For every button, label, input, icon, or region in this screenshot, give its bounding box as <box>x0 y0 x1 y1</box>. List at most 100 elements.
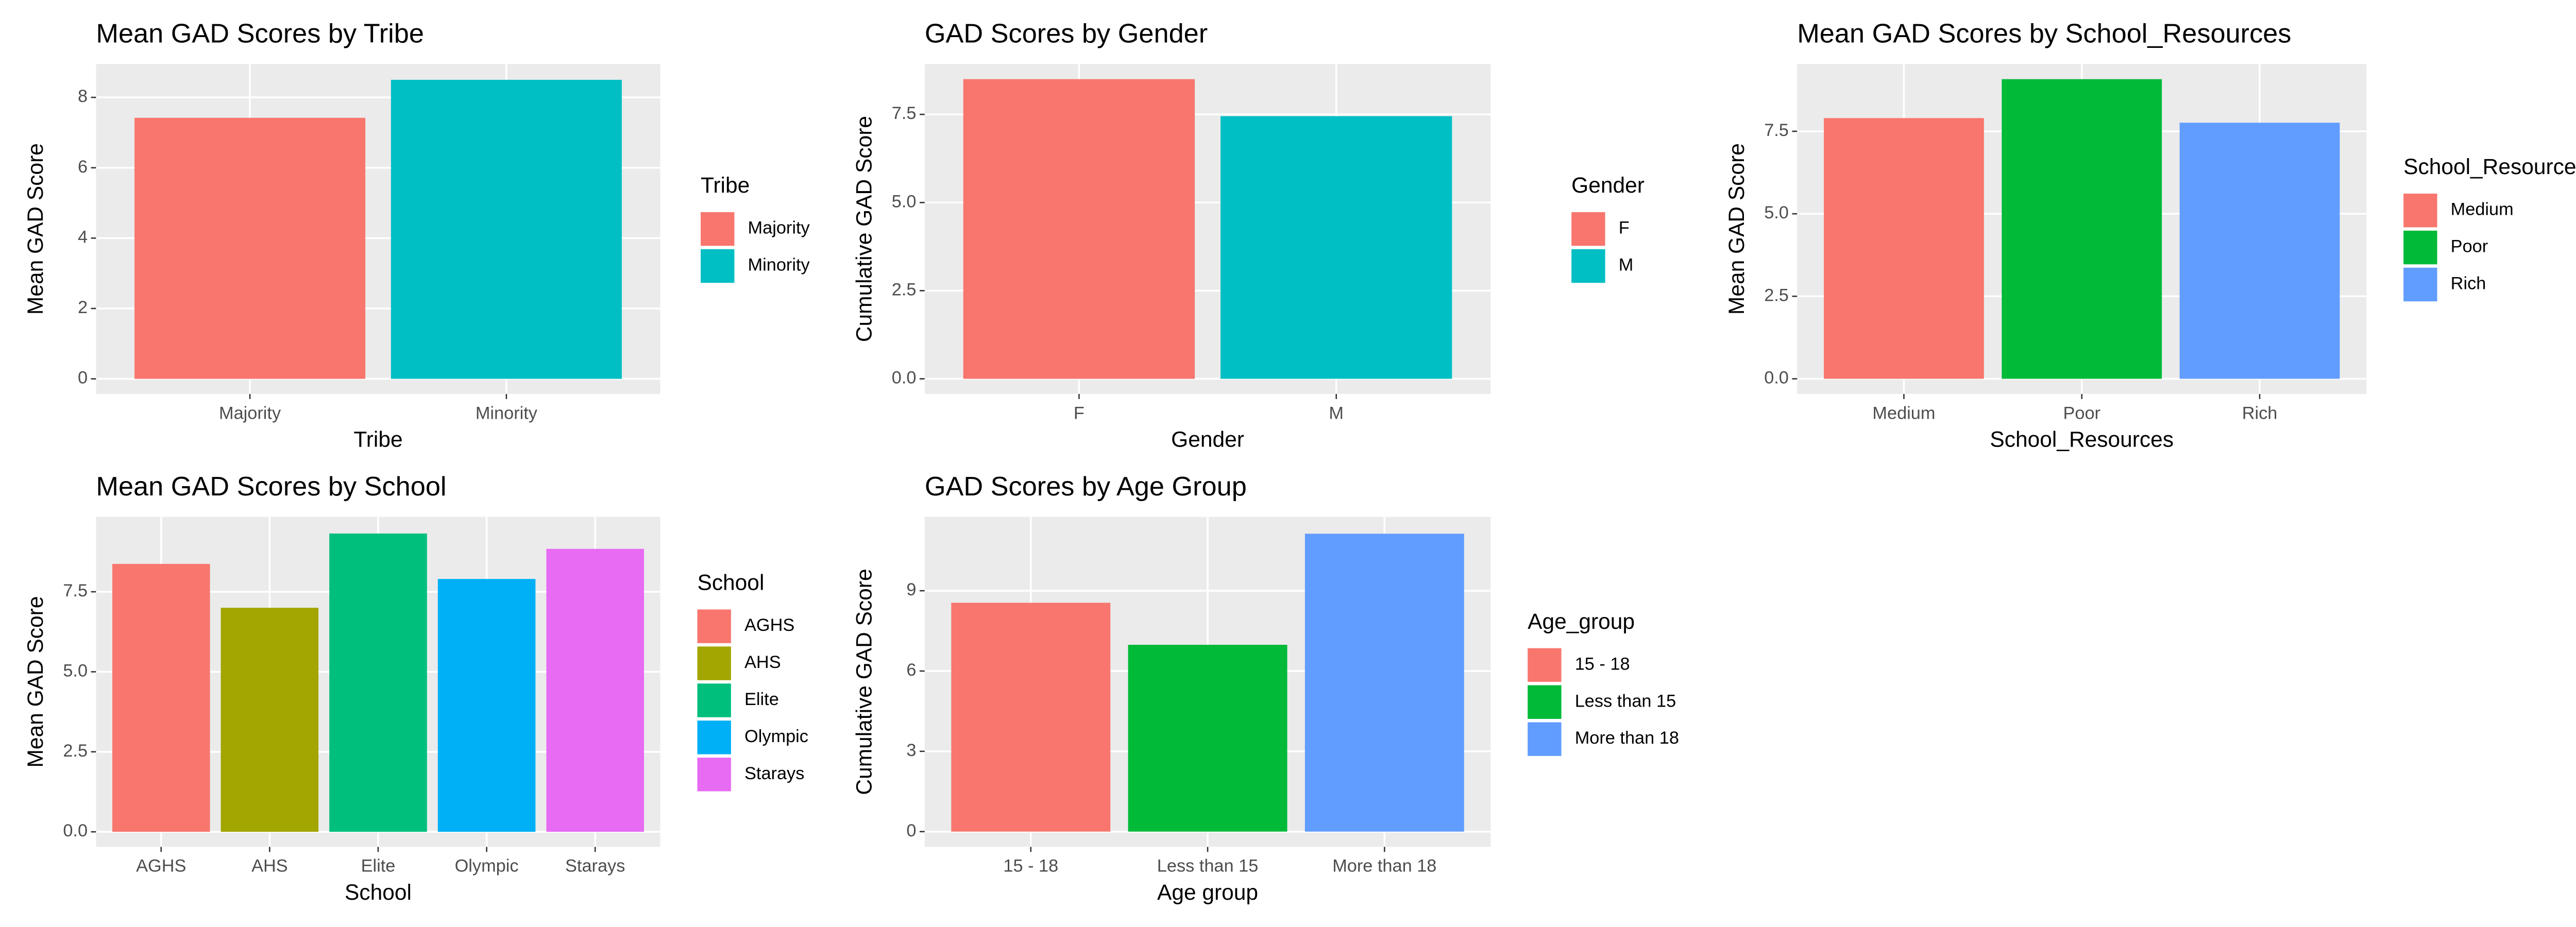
legend-key <box>1528 648 1562 682</box>
legend-key <box>697 720 731 754</box>
y-tick-label: 0 <box>78 368 88 388</box>
y-tick-label: 0.0 <box>892 368 917 388</box>
legend-key <box>1571 212 1605 246</box>
legend-title: Tribe <box>701 174 750 198</box>
chart-title: GAD Scores by Age Group <box>925 472 1247 502</box>
chart: GAD Scores by Gender0.02.55.07.5FFMMGend… <box>853 19 1645 452</box>
x-tick-label: Less than 15 <box>1157 856 1259 876</box>
y-tick-label: 2.5 <box>892 280 917 299</box>
legend-label: More than 18 <box>1575 728 1679 748</box>
x-axis-title: School <box>345 881 412 905</box>
x-tick-label: 15 - 18 <box>1003 856 1058 876</box>
y-tick-label: 5.0 <box>892 192 917 211</box>
legend-label: Poor <box>2451 237 2488 256</box>
legend-label: Starays <box>744 764 804 783</box>
chart-title: Mean GAD Scores by School <box>96 472 446 502</box>
bar <box>221 608 319 832</box>
legend-key <box>697 683 731 717</box>
legend-label: F <box>1619 218 1630 238</box>
x-tick-label: Elite <box>361 856 396 876</box>
legend-label: Medium <box>2451 200 2514 219</box>
x-tick-label: AHS <box>251 856 288 876</box>
y-tick-label: 2.5 <box>1764 285 1789 305</box>
bar <box>1824 118 1984 379</box>
legend-key <box>2403 267 2437 302</box>
chart: Mean GAD Scores by School_Resources 0.0 2.… <box>1725 19 2576 452</box>
legend-label: M <box>1619 255 1634 275</box>
y-tick-label: 0.0 <box>63 821 88 840</box>
legend-key <box>2403 193 2437 228</box>
bar <box>391 79 622 379</box>
chart-title: Mean GAD Scores by Tribe <box>96 19 424 48</box>
legend-key <box>697 609 731 643</box>
bar <box>112 563 210 832</box>
chart-title: GAD Scores by Gender <box>925 19 1208 48</box>
legend-key <box>701 212 735 246</box>
legend-label: AHS <box>744 653 781 672</box>
x-tick-label: More than 18 <box>1332 856 1436 876</box>
legend-title: School <box>697 571 764 595</box>
legend-title: Gender <box>1571 174 1645 198</box>
legend-label: AGHS <box>744 615 794 635</box>
x-axis-title: Tribe <box>353 428 402 452</box>
x-tick-label: Minority <box>476 403 538 423</box>
y-tick-label: 7.5 <box>1764 121 1789 140</box>
legend-label: Rich <box>2451 274 2486 294</box>
legend-key <box>2403 230 2437 265</box>
bar <box>1128 645 1287 832</box>
y-tick-label: 3 <box>906 741 916 760</box>
y-tick-label: 7.5 <box>892 104 917 123</box>
x-tick-label: F <box>1074 403 1084 423</box>
y-tick-label: 8 <box>78 87 88 106</box>
x-tick-label: Medium <box>1872 403 1935 423</box>
y-tick-label: 5.0 <box>63 661 88 680</box>
legend-key <box>1571 249 1605 283</box>
chart: GAD Scores by Age Group 0 3 6 9 15 - 18 15 - 1… <box>853 472 1679 905</box>
y-tick-label: 6 <box>78 157 88 177</box>
x-tick-label: Poor <box>2063 403 2100 423</box>
legend-key <box>697 758 731 792</box>
legend-key <box>697 646 731 680</box>
y-axis-title: Mean GAD Score <box>1725 143 1749 315</box>
x-tick-label: Olympic <box>455 856 519 876</box>
legend-key <box>701 249 735 283</box>
chart: Mean GAD Scores by Tribe 0 2 4 6 8 Majority Maj… <box>24 19 810 452</box>
bar <box>437 579 536 832</box>
legend-title: Age_group <box>1528 610 1635 634</box>
y-tick-label: 2 <box>78 298 88 317</box>
bar <box>329 533 427 832</box>
bar <box>134 117 366 379</box>
bar <box>951 603 1111 832</box>
y-tick-label: 6 <box>906 660 916 680</box>
y-tick-label: 0 <box>906 821 916 840</box>
legend-label: Minority <box>748 255 810 275</box>
legend-key <box>1528 722 1562 756</box>
y-tick-label: 2.5 <box>63 741 88 761</box>
legend-key <box>1528 685 1562 719</box>
y-tick-label: 0.0 <box>1764 368 1789 388</box>
x-axis-title: Gender <box>1171 428 1244 452</box>
legend-label: 15 - 18 <box>1575 654 1630 674</box>
bar <box>1221 116 1452 379</box>
x-tick-label: AGHS <box>136 856 186 876</box>
bar <box>963 79 1195 379</box>
legend-title: School_Resources <box>2403 155 2576 179</box>
y-tick-label: 9 <box>906 580 916 599</box>
legend-label: Elite <box>744 690 779 709</box>
bar <box>2002 79 2162 379</box>
x-axis-title: School_Resources <box>1990 428 2174 452</box>
y-tick-label: 7.5 <box>63 581 88 600</box>
bar <box>546 548 644 832</box>
x-tick-label: Starays <box>565 856 625 876</box>
chart: Mean GAD Scores by School 0.0 2.5 5.0 7.5 AGH… <box>24 472 808 905</box>
y-axis-title: Mean GAD Score <box>24 143 48 315</box>
y-axis-title: Cumulative GAD Score <box>853 569 877 795</box>
y-axis-title: Mean GAD Score <box>24 596 48 768</box>
x-tick-label: Majority <box>219 403 281 423</box>
legend-label: Olympic <box>744 727 808 746</box>
bar <box>1304 534 1464 832</box>
x-tick-label: M <box>1329 403 1344 423</box>
legend-label: Less than 15 <box>1575 691 1676 711</box>
bar <box>2179 123 2340 379</box>
